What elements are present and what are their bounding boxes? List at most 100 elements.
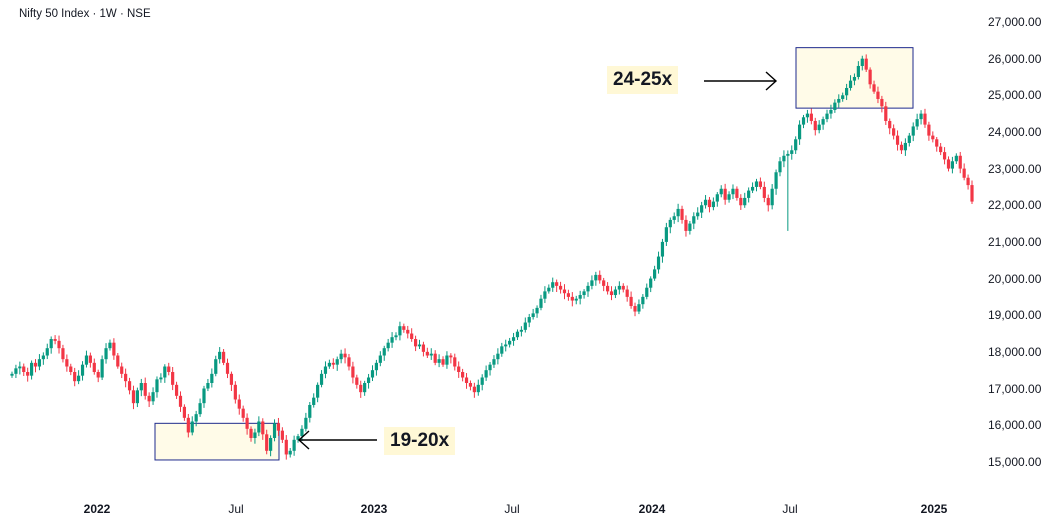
candle[interactable] (919, 110, 923, 125)
candle[interactable] (194, 410, 198, 427)
candle[interactable] (308, 401, 312, 423)
candle[interactable] (29, 360, 34, 380)
candle[interactable] (558, 281, 563, 294)
candle[interactable] (45, 343, 49, 360)
candle[interactable] (312, 393, 316, 408)
candle[interactable] (378, 351, 382, 367)
candle[interactable] (112, 338, 116, 360)
candle[interactable] (276, 417, 281, 436)
candle[interactable] (876, 86, 880, 104)
candle[interactable] (351, 361, 355, 384)
candle[interactable] (664, 222, 668, 246)
candle[interactable] (104, 343, 108, 364)
candle[interactable] (233, 381, 237, 404)
candle[interactable] (171, 366, 175, 391)
candle[interactable] (100, 355, 104, 381)
candle[interactable] (915, 113, 919, 130)
candle[interactable] (731, 184, 735, 200)
candle[interactable] (127, 377, 132, 395)
candle[interactable] (253, 428, 257, 444)
candle[interactable] (61, 344, 65, 363)
candle[interactable] (590, 275, 594, 290)
candle[interactable] (421, 341, 426, 357)
candle[interactable] (735, 186, 739, 201)
candle[interactable] (108, 339, 112, 351)
candle[interactable] (950, 156, 955, 174)
candle[interactable] (574, 295, 578, 305)
candle[interactable] (703, 195, 708, 209)
candle[interactable] (374, 359, 379, 376)
candle[interactable] (653, 265, 657, 281)
candle[interactable] (73, 367, 77, 387)
candle[interactable] (790, 145, 794, 160)
candle[interactable] (747, 187, 751, 203)
candle[interactable] (147, 392, 151, 408)
candle[interactable] (566, 289, 571, 301)
candle[interactable] (884, 101, 888, 125)
candle[interactable] (331, 358, 335, 369)
candle[interactable] (543, 286, 547, 304)
candle[interactable] (398, 321, 402, 341)
candle[interactable] (719, 185, 723, 198)
candle[interactable] (241, 405, 245, 422)
candle[interactable] (598, 270, 602, 284)
candle[interactable] (582, 289, 586, 299)
candle[interactable] (429, 348, 433, 360)
candle[interactable] (261, 418, 265, 440)
candle[interactable] (762, 181, 766, 203)
candle[interactable] (366, 373, 371, 389)
candle[interactable] (159, 373, 163, 383)
candle[interactable] (288, 447, 292, 458)
candle[interactable] (214, 355, 218, 377)
candle[interactable] (80, 361, 85, 381)
candle[interactable] (766, 194, 770, 212)
candle[interactable] (570, 292, 574, 307)
candle[interactable] (257, 416, 261, 437)
candle[interactable] (656, 251, 661, 274)
candle[interactable] (562, 284, 567, 300)
candle[interactable] (335, 356, 339, 371)
candle[interactable] (120, 362, 124, 379)
candle[interactable] (116, 352, 120, 369)
candle[interactable] (453, 353, 457, 371)
candle[interactable] (672, 212, 676, 224)
candle[interactable] (41, 352, 45, 365)
candle[interactable] (249, 426, 253, 442)
candle[interactable] (770, 184, 774, 210)
candle[interactable] (167, 362, 171, 376)
candle[interactable] (245, 413, 249, 435)
candle[interactable] (464, 373, 469, 389)
candle[interactable] (688, 220, 692, 235)
candle[interactable] (265, 429, 269, 455)
candle[interactable] (613, 286, 618, 299)
candle[interactable] (323, 361, 328, 379)
candle[interactable] (182, 404, 187, 421)
candle[interactable] (163, 364, 167, 383)
candle[interactable] (457, 361, 461, 378)
candle[interactable] (406, 325, 410, 339)
candle[interactable] (26, 367, 30, 382)
candle[interactable] (88, 352, 92, 368)
candle[interactable] (841, 92, 845, 102)
candle[interactable] (296, 433, 300, 443)
candle[interactable] (488, 361, 492, 376)
candle[interactable] (359, 380, 363, 398)
candle[interactable] (872, 80, 876, 94)
candle[interactable] (65, 354, 69, 372)
candle[interactable] (860, 55, 864, 71)
candle[interactable] (425, 347, 429, 359)
candle[interactable] (210, 368, 214, 388)
candle[interactable] (962, 163, 966, 181)
candle[interactable] (445, 351, 449, 369)
candle[interactable] (660, 238, 665, 263)
candle[interactable] (198, 398, 202, 417)
candle[interactable] (492, 355, 496, 368)
candle[interactable] (22, 363, 26, 377)
candle[interactable] (508, 337, 512, 348)
candle[interactable] (621, 283, 625, 293)
candle[interactable] (10, 371, 14, 378)
candle[interactable] (53, 335, 57, 345)
candle[interactable] (441, 356, 445, 367)
candle[interactable] (461, 368, 465, 382)
candle[interactable] (970, 180, 974, 204)
